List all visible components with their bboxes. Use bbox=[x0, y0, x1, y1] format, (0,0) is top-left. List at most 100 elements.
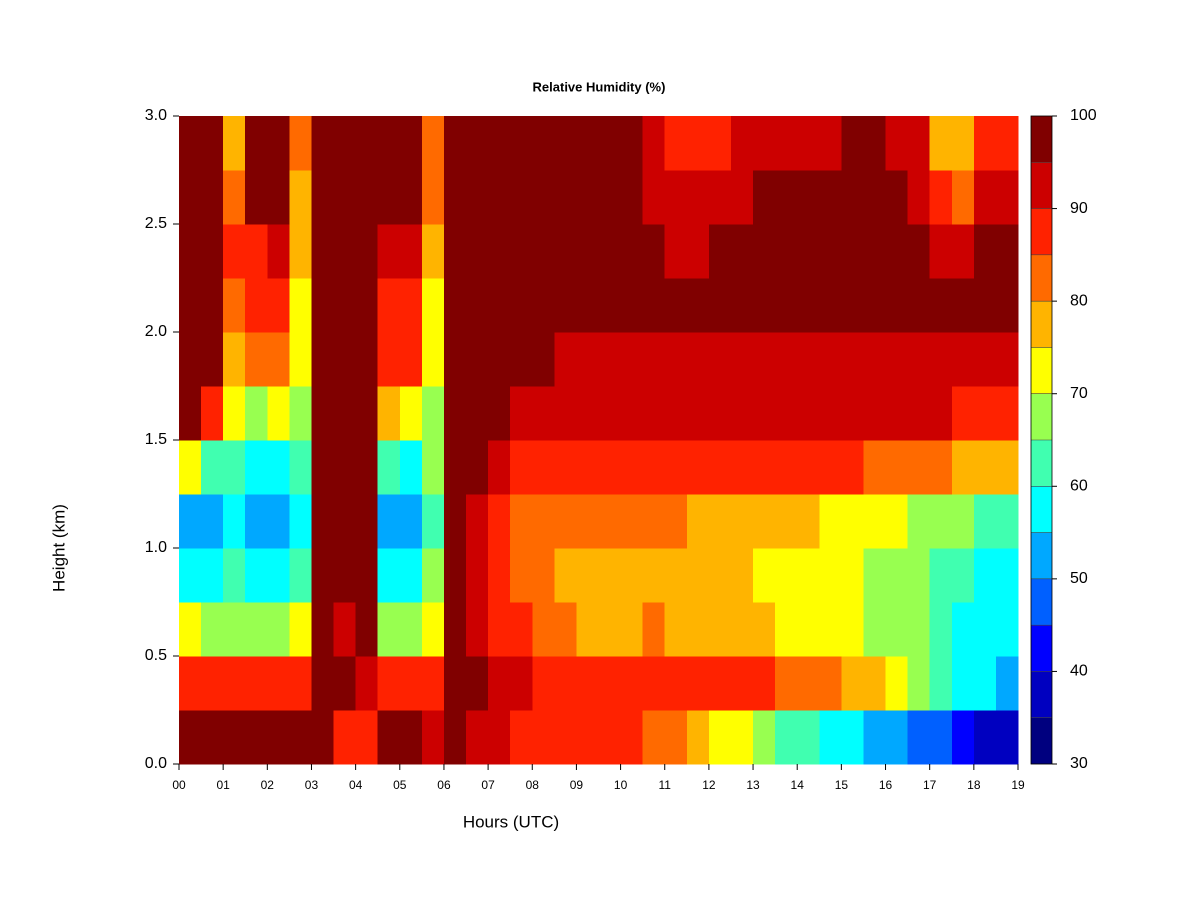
colorbar-tick-label: 30 bbox=[1070, 755, 1088, 772]
x-tick-label: 06 bbox=[437, 778, 451, 792]
heatmap-cell bbox=[201, 224, 224, 279]
heatmap-cell bbox=[664, 278, 688, 333]
x-tick-label: 19 bbox=[1011, 778, 1025, 792]
heatmap-cell bbox=[399, 224, 423, 279]
heatmap-cell bbox=[443, 224, 467, 279]
heatmap-cell bbox=[488, 656, 511, 711]
heatmap-cell bbox=[620, 278, 644, 333]
heatmap-cell bbox=[642, 224, 666, 279]
heatmap-cell bbox=[223, 440, 246, 495]
heatmap-cell bbox=[819, 278, 842, 333]
heatmap-cell bbox=[223, 494, 246, 549]
y-tick-label: 3.0 bbox=[145, 107, 167, 124]
heatmap-cell bbox=[289, 494, 312, 549]
heatmap-cell bbox=[355, 548, 379, 603]
heatmap-cell bbox=[510, 116, 533, 171]
heatmap-cell bbox=[245, 278, 268, 333]
heatmap-cell bbox=[730, 332, 754, 387]
colorbar-segment bbox=[1031, 671, 1052, 718]
heatmap-cell bbox=[642, 440, 666, 495]
x-tick-label: 18 bbox=[967, 778, 981, 792]
heatmap-cell bbox=[576, 332, 599, 387]
heatmap-cell bbox=[819, 116, 842, 171]
heatmap-cell bbox=[554, 332, 577, 387]
heatmap-cell bbox=[267, 602, 290, 657]
heatmap-cell bbox=[576, 224, 599, 279]
heatmap-cell bbox=[311, 494, 335, 549]
heatmap-cell bbox=[775, 386, 798, 441]
heatmap-cell bbox=[995, 332, 1019, 387]
heatmap-cell bbox=[907, 710, 931, 765]
heatmap-cell bbox=[245, 170, 268, 225]
heatmap-cell bbox=[399, 116, 423, 171]
heatmap-cell bbox=[201, 548, 224, 603]
heatmap-cell bbox=[775, 224, 798, 279]
heatmap-cell bbox=[973, 386, 997, 441]
heatmap-cell bbox=[377, 602, 401, 657]
colorbar-segment bbox=[1031, 208, 1052, 255]
colorbar-segment bbox=[1031, 440, 1052, 487]
heatmap-cell bbox=[355, 494, 379, 549]
heatmap-cell bbox=[907, 170, 931, 225]
heatmap-cell bbox=[201, 710, 224, 765]
heatmap-cell bbox=[730, 602, 754, 657]
heatmap-cell bbox=[951, 710, 975, 765]
heatmap-cell bbox=[819, 494, 842, 549]
heatmap-cell bbox=[443, 116, 467, 171]
heatmap-cell bbox=[421, 440, 445, 495]
heatmap-cell bbox=[664, 440, 688, 495]
heatmap-cell bbox=[532, 278, 555, 333]
heatmap-cell bbox=[686, 548, 710, 603]
heatmap-cell bbox=[267, 170, 290, 225]
heatmap-cell bbox=[753, 332, 776, 387]
heatmap-cell bbox=[510, 440, 533, 495]
heatmap-cell bbox=[797, 386, 820, 441]
x-tick-label: 17 bbox=[923, 778, 937, 792]
heatmap-cell bbox=[708, 386, 732, 441]
heatmap-cell bbox=[642, 386, 666, 441]
heatmap-cell bbox=[399, 440, 423, 495]
heatmap-cell bbox=[929, 710, 953, 765]
heatmap-cell bbox=[554, 116, 577, 171]
heatmap-cell bbox=[995, 710, 1019, 765]
heatmap-cell bbox=[443, 710, 467, 765]
heatmap-cell bbox=[598, 440, 622, 495]
colorbar-segment bbox=[1031, 393, 1052, 440]
heatmap-cell bbox=[554, 548, 577, 603]
heatmap-cell bbox=[333, 548, 357, 603]
heatmap-cell bbox=[576, 548, 599, 603]
heatmap-cell bbox=[245, 386, 268, 441]
heatmap-cell bbox=[973, 278, 997, 333]
heatmap-cell bbox=[797, 224, 820, 279]
heatmap-cell bbox=[377, 656, 401, 711]
heatmap-cell bbox=[929, 278, 953, 333]
heatmap-cell bbox=[179, 332, 202, 387]
heatmap-cell bbox=[179, 278, 202, 333]
heatmap-cell bbox=[841, 170, 864, 225]
heatmap-cell bbox=[797, 170, 820, 225]
x-tick-label: 02 bbox=[261, 778, 275, 792]
colorbar-segment bbox=[1031, 717, 1052, 764]
heatmap-cell bbox=[664, 710, 688, 765]
heatmap-cell bbox=[951, 440, 975, 495]
heatmap-cell bbox=[399, 656, 423, 711]
heatmap-cell bbox=[576, 656, 599, 711]
heatmap-cell bbox=[554, 224, 577, 279]
heatmap-cell bbox=[355, 278, 379, 333]
heatmap-cell bbox=[929, 170, 953, 225]
heatmap-cell bbox=[620, 386, 644, 441]
heatmap-cell bbox=[399, 332, 423, 387]
heatmap-cell bbox=[245, 494, 268, 549]
colorbar-segment bbox=[1031, 625, 1052, 672]
heatmap-cell bbox=[576, 602, 599, 657]
heatmap-cell bbox=[267, 656, 290, 711]
heatmap-cell bbox=[598, 710, 622, 765]
heatmap-cell bbox=[841, 602, 864, 657]
heatmap-cell bbox=[929, 548, 953, 603]
heatmap-cell bbox=[377, 170, 401, 225]
heatmap-cell bbox=[201, 170, 224, 225]
heatmap-cell bbox=[863, 332, 887, 387]
heatmap-cell bbox=[708, 116, 732, 171]
x-tick-label: 07 bbox=[481, 778, 495, 792]
heatmap-cell bbox=[907, 548, 931, 603]
